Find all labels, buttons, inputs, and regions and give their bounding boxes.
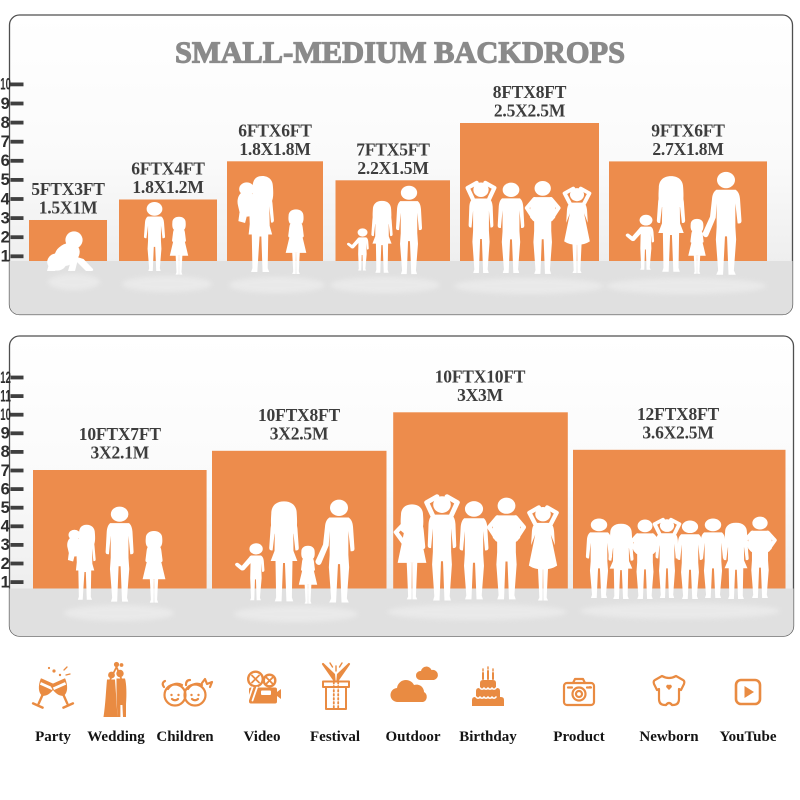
svg-text:Newborn: Newborn <box>639 729 699 745</box>
svg-text:6: 6 <box>1 480 10 498</box>
svg-text:Outdoor: Outdoor <box>385 729 440 745</box>
svg-text:Wedding: Wedding <box>87 729 145 745</box>
svg-text:Video: Video <box>244 729 281 745</box>
svg-text:12: 12 <box>0 369 11 387</box>
svg-text:Birthday: Birthday <box>459 729 517 745</box>
svg-text:6: 6 <box>1 152 10 170</box>
svg-text:SMALL-MEDIUM BACKDROPS: SMALL-MEDIUM BACKDROPS <box>175 35 625 70</box>
svg-text:2: 2 <box>1 555 10 573</box>
svg-text:Festival: Festival <box>310 729 360 745</box>
svg-text:9: 9 <box>1 425 10 443</box>
svg-text:10: 10 <box>0 406 11 424</box>
svg-text:9: 9 <box>1 95 10 113</box>
svg-text:3: 3 <box>1 209 10 227</box>
svg-text:10: 10 <box>0 76 11 94</box>
svg-text:7: 7 <box>1 133 10 151</box>
svg-text:Children: Children <box>156 729 214 745</box>
svg-text:7: 7 <box>1 462 10 480</box>
svg-text:4: 4 <box>1 190 11 208</box>
svg-text:YouTube: YouTube <box>720 729 777 745</box>
svg-text:5: 5 <box>1 499 10 517</box>
svg-text:1: 1 <box>1 248 10 266</box>
svg-text:1: 1 <box>1 573 10 591</box>
svg-text:2: 2 <box>1 229 10 247</box>
svg-text:11: 11 <box>0 387 11 405</box>
svg-text:3: 3 <box>1 536 10 554</box>
svg-text:5: 5 <box>1 171 10 189</box>
svg-text:8: 8 <box>1 114 10 132</box>
svg-text:4: 4 <box>1 518 11 536</box>
svg-text:8: 8 <box>1 443 10 461</box>
svg-text:Party: Party <box>35 729 71 745</box>
svg-text:Product: Product <box>553 729 604 745</box>
